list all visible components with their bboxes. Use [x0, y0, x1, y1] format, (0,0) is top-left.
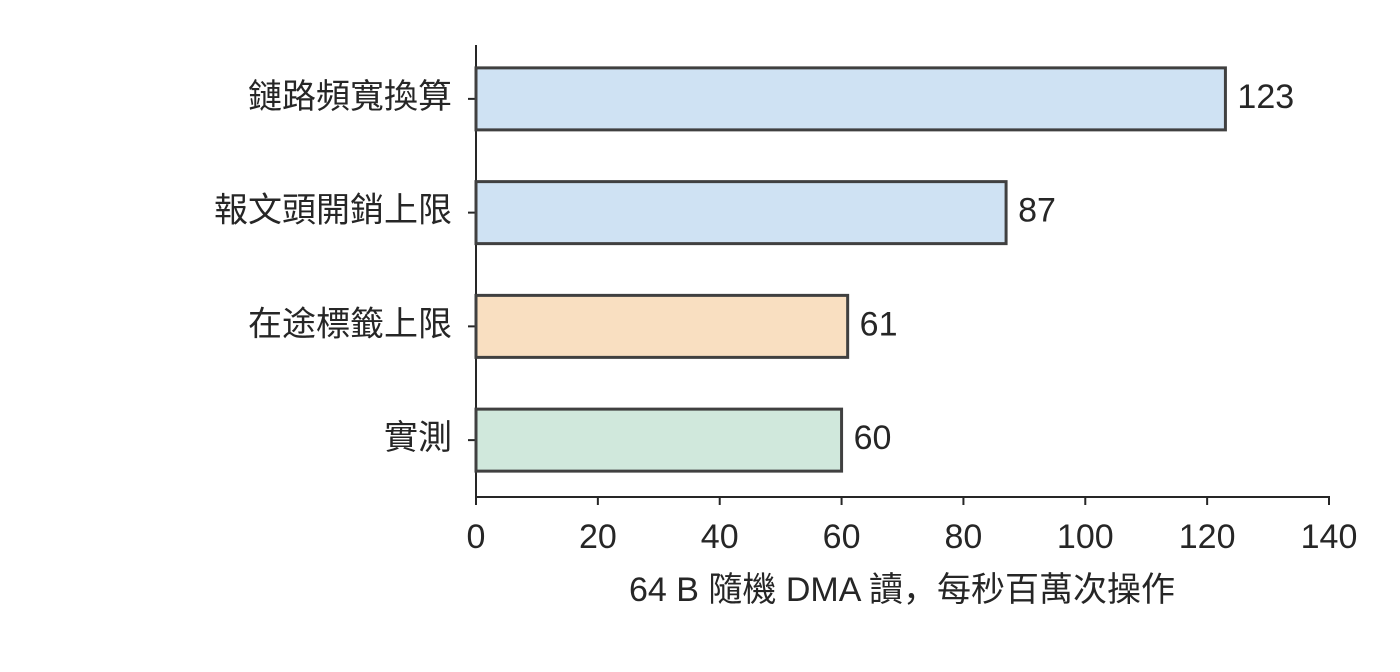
y-tick-label: 實測 [384, 419, 452, 457]
x-tick-label: 40 [701, 518, 739, 556]
x-tick-label: 100 [1057, 518, 1114, 556]
x-axis-label: 64 B 隨機 DMA 讀，每秒百萬次操作 [629, 571, 1175, 609]
value-label: 60 [854, 419, 892, 457]
y-tick-label: 在途標籤上限 [248, 305, 452, 343]
x-tick-label: 0 [467, 518, 486, 556]
y-tick-label: 報文頭開銷上限 [214, 192, 452, 230]
value-label: 61 [860, 305, 898, 343]
x-tick-label: 140 [1301, 518, 1358, 556]
x-tick-label: 20 [579, 518, 617, 556]
bar [474, 180, 1008, 246]
bar [474, 66, 1227, 132]
value-label: 87 [1018, 192, 1056, 230]
value-label: 123 [1237, 78, 1294, 116]
y-tick-label: 鏈路頻寬換算 [248, 78, 452, 116]
x-tick-label: 80 [945, 518, 983, 556]
x-tick-label: 60 [823, 518, 861, 556]
bar [474, 407, 844, 473]
bar [474, 293, 850, 359]
x-tick-label: 120 [1179, 518, 1236, 556]
